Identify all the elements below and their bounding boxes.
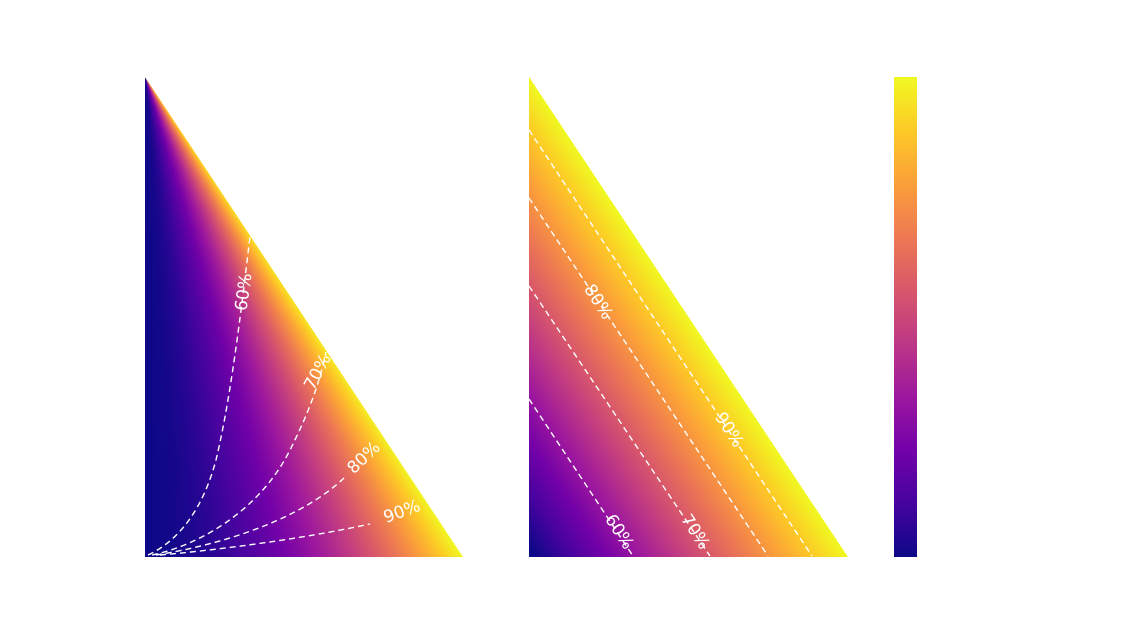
colorbar [894, 77, 917, 557]
right-panel: 60% 70% 80% 90% [528, 77, 848, 557]
contour-line-80-right [528, 197, 769, 557]
contour-line-60-right [528, 398, 634, 557]
contour-line-70 [151, 351, 327, 556]
contour-line-90 [159, 523, 371, 556]
contour-line-70-right [528, 285, 711, 557]
contour-line-90-right [528, 129, 813, 557]
left-panel: 60% 70% 80% 90% [145, 77, 463, 557]
contour-line-80 [155, 477, 345, 556]
left-heatmap [145, 77, 463, 557]
contour-line-60 [147, 235, 251, 556]
right-heatmap [529, 77, 848, 557]
